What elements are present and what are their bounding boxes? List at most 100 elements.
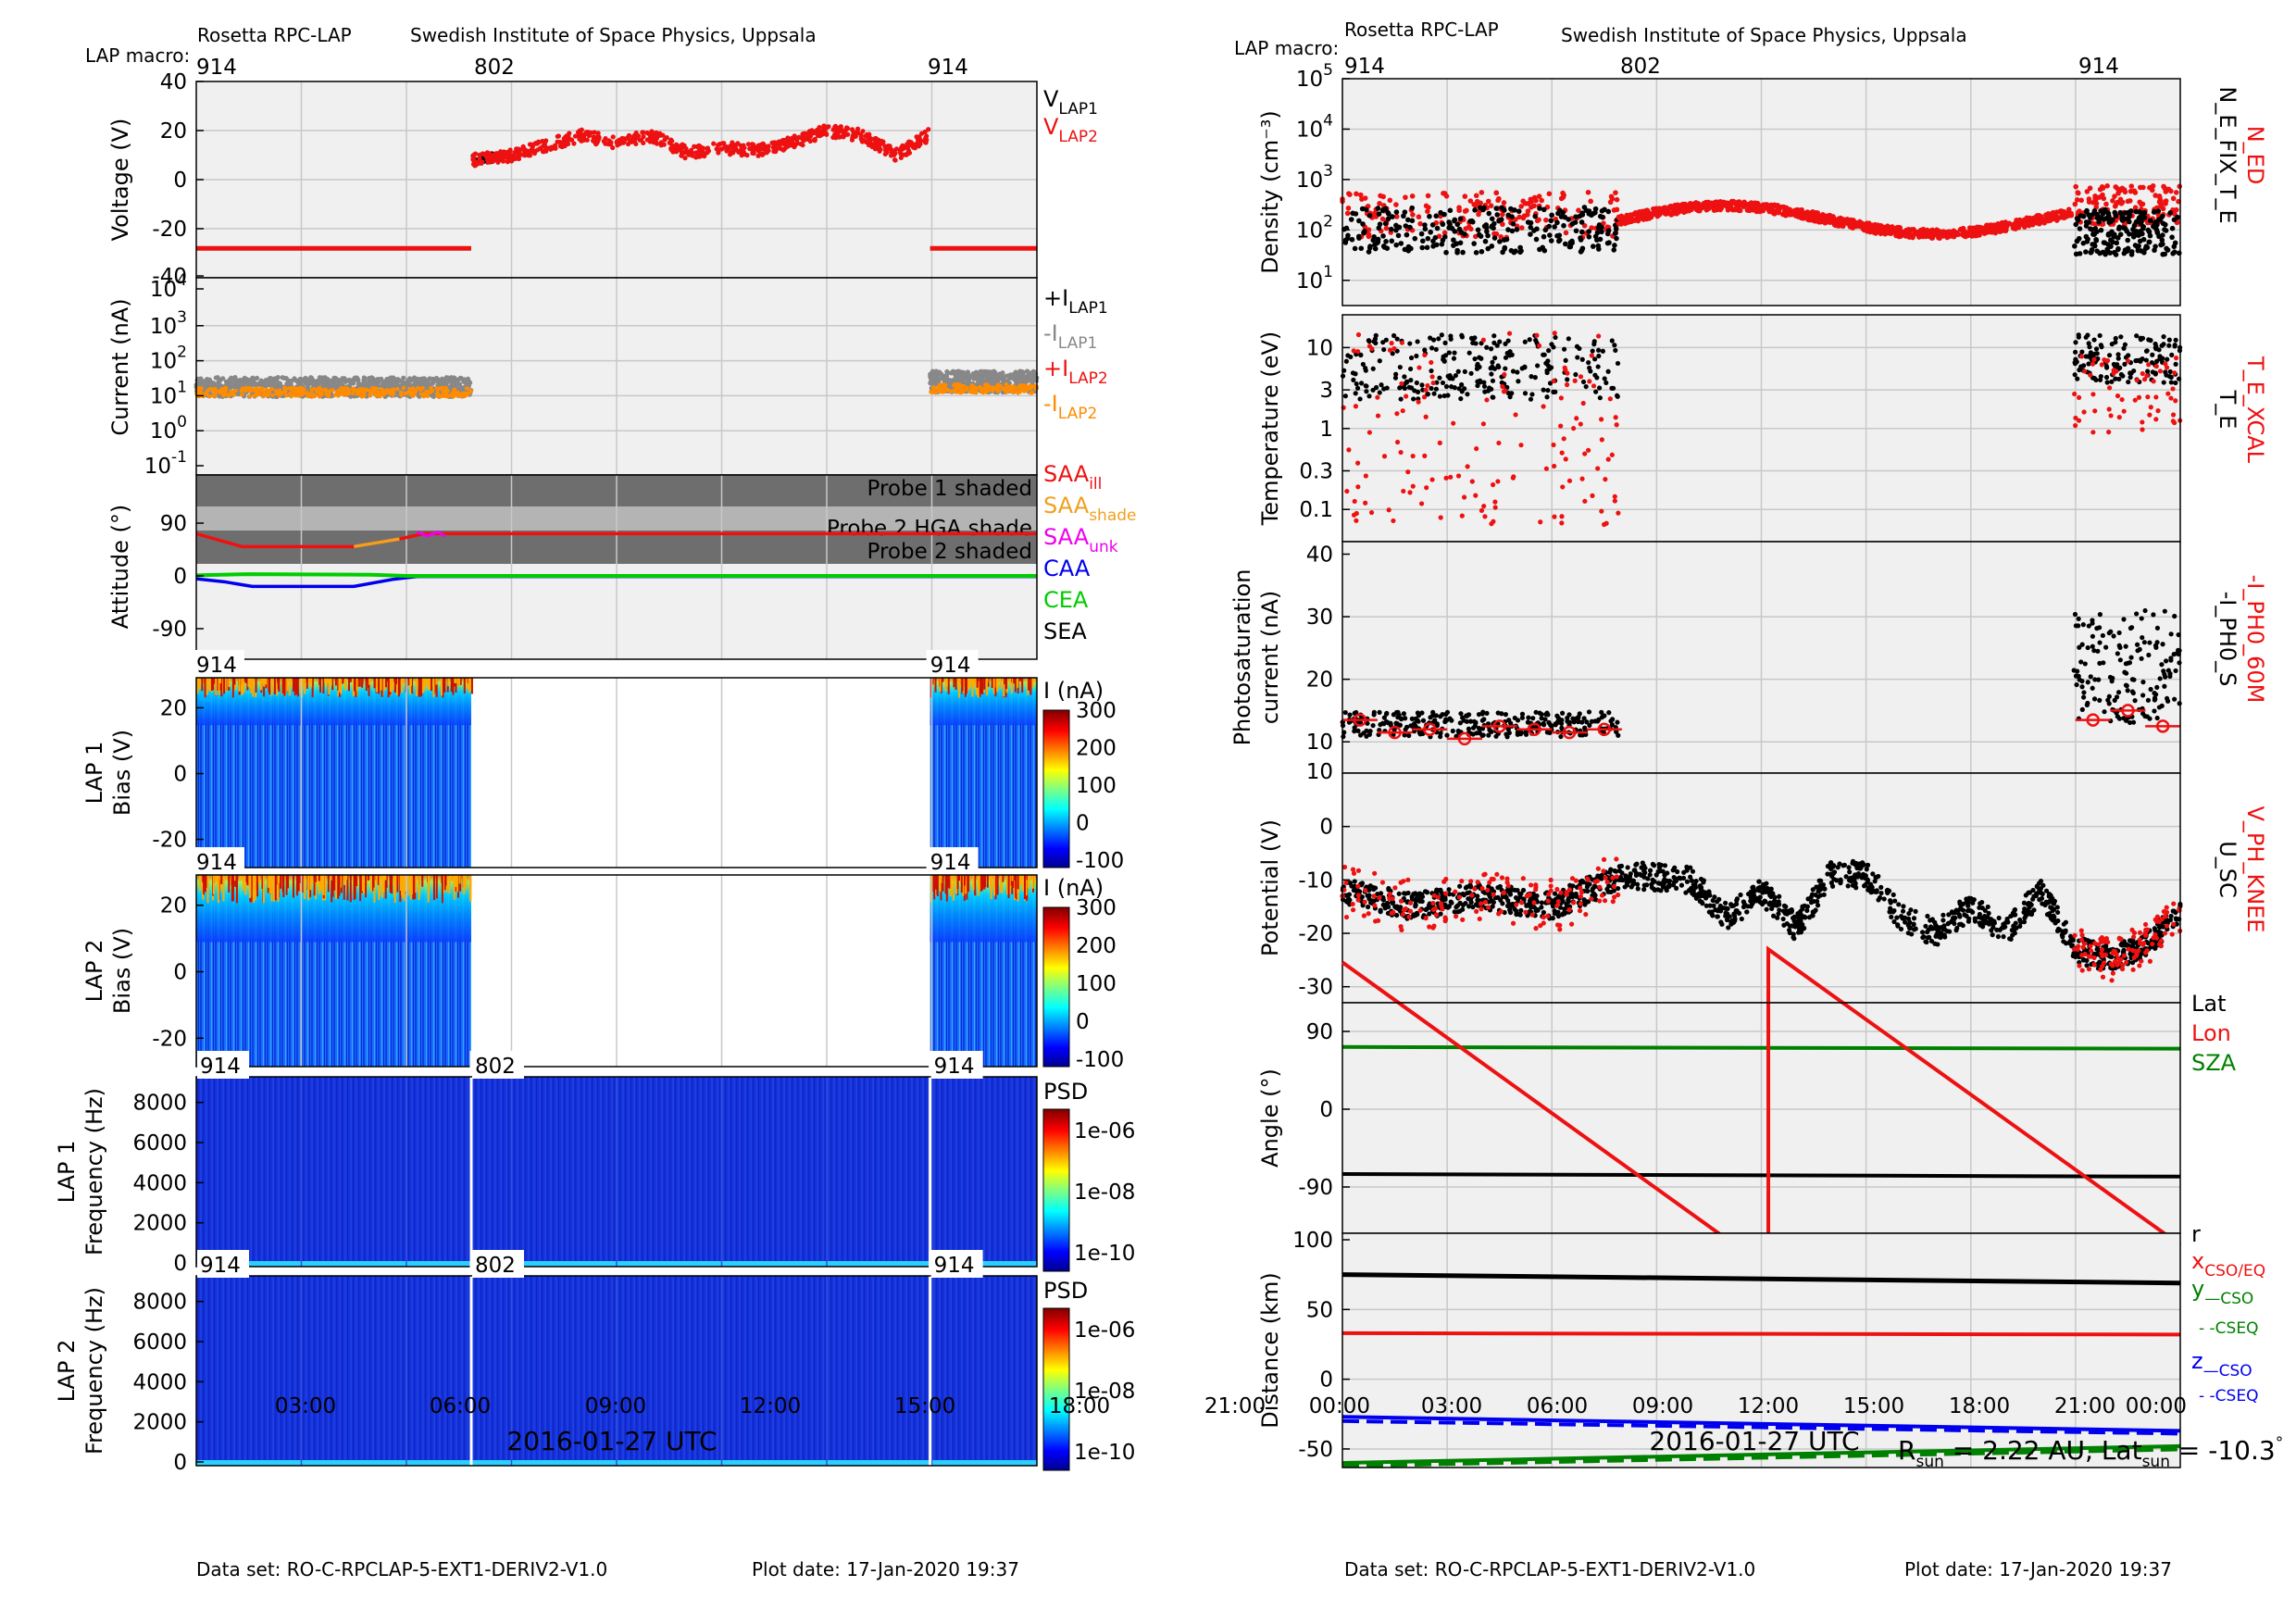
n-ed-point	[1426, 205, 1431, 210]
spectrogram-hot-streak	[223, 678, 226, 694]
n-ed-point	[2152, 193, 2158, 198]
legend-current: -ILAP1	[1043, 320, 1097, 353]
n-ed-point	[2132, 190, 2139, 195]
n-e-fix-point	[1401, 213, 1406, 219]
n-ed-point	[1613, 190, 1618, 195]
spectrogram-hot-streak	[345, 875, 348, 881]
n-e-fix-point	[1469, 219, 1476, 225]
spectrogram-hot-streak	[334, 875, 337, 900]
spectrogram-hot-streak	[262, 875, 265, 904]
current-lap2-point	[199, 386, 204, 391]
n-e-fix-point	[1540, 244, 1546, 251]
spectrogram-hot-streak	[961, 678, 964, 692]
macro-tag: 914	[196, 654, 237, 678]
spectrogram-hot-streak	[356, 875, 358, 887]
y-tick-label: 8000	[132, 1092, 187, 1116]
spectrogram-hot-streak	[947, 678, 950, 694]
n-e-fix-point	[1511, 249, 1517, 256]
y-tick-label: 90	[160, 512, 187, 536]
colorbar	[1042, 709, 1070, 868]
current-lap1-point	[358, 381, 364, 387]
current-lap1-point	[385, 376, 392, 381]
vlap2-point	[724, 148, 730, 154]
vlap2-point	[565, 138, 570, 144]
n-ed-point	[1990, 223, 1996, 230]
current-lap2-point	[996, 388, 1002, 394]
vlap2-point	[679, 150, 685, 156]
n-e-fix-point	[1380, 244, 1387, 249]
y-tick-label: 10-1	[144, 448, 187, 479]
current-lap1-point	[401, 375, 406, 381]
n-e-fix-point	[1376, 225, 1382, 231]
spectrogram-hot-streak	[468, 678, 470, 693]
spectrogram-hot-streak	[1029, 875, 1031, 881]
spectrogram-hot-streak	[996, 875, 999, 895]
n-e-fix-point	[1447, 207, 1454, 214]
spectrogram-hot-streak	[409, 875, 412, 883]
n-e-fix-point	[1395, 232, 1402, 239]
current-lap2-point	[1021, 384, 1026, 389]
n-e-fix-point	[1393, 242, 1400, 248]
spectrogram-hot-streak	[306, 678, 308, 689]
current-lap2-point	[239, 393, 244, 397]
n-e-fix-point	[1425, 235, 1431, 242]
n-e-fix-point	[1497, 239, 1503, 244]
spectrogram-hot-streak	[327, 875, 330, 893]
n-e-fix-point	[1428, 229, 1433, 235]
spectrogram-hot-streak	[208, 678, 211, 692]
y-tick-label: 103	[150, 308, 187, 339]
colorbar-tick: 1e-06	[1074, 1119, 1135, 1143]
vlap2-point	[811, 137, 817, 143]
vlap2-point	[591, 134, 596, 140]
vlap2-point	[853, 130, 858, 135]
spectrogram-hot-streak	[1013, 678, 1016, 684]
n-e-fix-point	[1412, 235, 1418, 242]
vlap2-point	[838, 124, 843, 130]
current-lap2-point	[408, 391, 413, 395]
n-ed-point	[2177, 183, 2183, 190]
n-e-fix-point	[1516, 208, 1522, 215]
n-e-fix-point	[1541, 233, 1547, 240]
n-ed-point	[1795, 214, 1802, 219]
vlap2-point	[730, 140, 735, 145]
n-ed-point	[1940, 232, 1946, 239]
spectrogram-hot-streak	[244, 678, 247, 683]
spectrogram-hot-streak	[983, 678, 986, 690]
spectrogram-hot-streak	[967, 875, 970, 893]
n-ed-point	[1618, 221, 1624, 227]
n-ed-point	[1787, 206, 1792, 213]
current-lap1-point	[223, 379, 230, 384]
vlap2-point	[763, 148, 768, 154]
spectrogram-hot-streak	[942, 875, 944, 892]
vlap2-point	[916, 144, 922, 149]
vlap2-point	[716, 150, 721, 156]
spectrogram-hot-streak	[331, 875, 334, 897]
n-ed-point	[2073, 183, 2078, 190]
spectrogram-hot-streak	[304, 875, 306, 900]
current-lap2-point	[343, 385, 348, 391]
spectrogram-hot-streak	[270, 875, 273, 902]
spectrogram-hot-streak	[256, 875, 258, 891]
n-ed-point	[1519, 225, 1525, 231]
current-lap2-point	[955, 389, 960, 394]
n-e-fix-point	[1581, 205, 1588, 210]
n-e-fix-point	[1440, 237, 1446, 244]
current-lap2-point	[974, 390, 979, 395]
current-lap2-point	[983, 382, 988, 387]
n-ed-point	[1712, 199, 1718, 206]
n-e-fix-point	[1555, 238, 1562, 244]
spectrogram-hot-streak	[991, 678, 993, 688]
n-e-fix-point	[1592, 233, 1599, 240]
current-lap2-point	[243, 385, 249, 391]
spectrogram-hot-streak	[440, 678, 443, 696]
y-tick-label: 0	[173, 763, 187, 787]
n-ed-point	[2119, 185, 2126, 192]
spectrogram-hot-streak	[239, 875, 242, 881]
colorbar-tick: 200	[1076, 736, 1117, 760]
current-lap1-point	[930, 373, 936, 379]
spectrogram-hot-streak	[463, 678, 466, 694]
current-lap1-point	[306, 381, 312, 386]
n-e-fix-point	[1367, 244, 1373, 249]
y-axis-label-lap2_bias: Bias (V)	[109, 928, 135, 1014]
